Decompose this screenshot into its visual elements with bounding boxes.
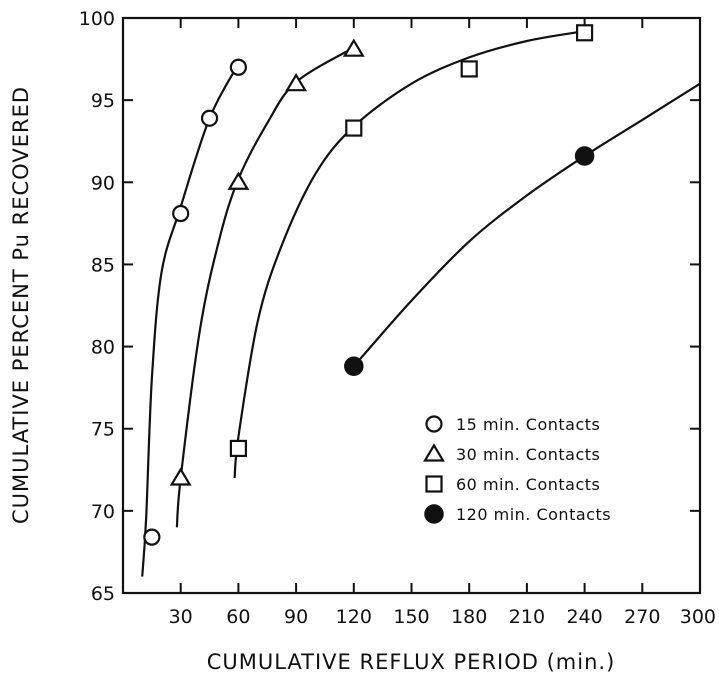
data-point xyxy=(172,204,190,223)
x-tick-label: 30 xyxy=(169,606,193,628)
y-tick-label: 95 xyxy=(91,90,115,112)
x-tick-label: 240 xyxy=(566,606,602,628)
x-axis-title: CUMULATIVE REFLUX PERIOD (min.) xyxy=(207,650,616,674)
data-point xyxy=(169,467,192,486)
plot-frame xyxy=(121,16,702,595)
data-point xyxy=(342,38,365,57)
data-point xyxy=(574,146,595,166)
data-point xyxy=(143,528,161,546)
legend: 15 min. Contacts 30 min. Contacts 60 min. … xyxy=(423,415,611,524)
legend-marker xyxy=(425,415,443,433)
fit-curves xyxy=(141,30,701,577)
legend-marker xyxy=(424,504,444,524)
legend-label: 30 min. Contacts xyxy=(456,445,600,464)
data-point xyxy=(344,356,364,377)
data-point xyxy=(460,60,478,78)
legend-marker xyxy=(425,475,443,493)
legend-label: 60 min. Contacts xyxy=(456,475,600,494)
x-tick-label: 120 xyxy=(336,606,372,628)
y-tick-label: 90 xyxy=(91,172,115,194)
series-curve xyxy=(233,30,585,479)
x-tick-label: 60 xyxy=(226,606,250,628)
y-tick-label: 100 xyxy=(79,8,115,30)
data-point xyxy=(345,119,363,137)
x-tick-label: 270 xyxy=(624,606,660,628)
legend-label: 120 min. Contacts xyxy=(456,505,611,524)
legend-marker xyxy=(423,443,445,462)
series-curve xyxy=(352,82,701,368)
data-point xyxy=(229,439,247,458)
legend-label: 15 min. Contacts xyxy=(456,415,600,434)
x-tick-label: 180 xyxy=(451,606,487,628)
data-point xyxy=(285,72,308,92)
data-markers xyxy=(143,24,595,546)
x-tick-label: 300 xyxy=(680,606,716,628)
y-tick-label: 85 xyxy=(91,254,115,276)
y-tick-label: 70 xyxy=(91,501,115,523)
data-point xyxy=(200,109,219,127)
axis-ticks: 30 60 90 120 150 180 210 240 270 300 65 70 75 80 85 90 9… xyxy=(79,8,716,628)
data-point xyxy=(575,24,594,42)
y-tick-label: 65 xyxy=(91,583,115,605)
series-curve xyxy=(141,63,240,577)
data-point xyxy=(229,58,247,76)
x-tick-label: 210 xyxy=(509,606,545,628)
y-tick-label: 75 xyxy=(91,419,115,441)
x-tick-label: 90 xyxy=(284,606,308,628)
y-tick-label: 80 xyxy=(91,337,115,359)
y-axis-title: CUMULATIVE PERCENT Pu RECOVERED xyxy=(9,86,33,524)
data-point xyxy=(227,171,250,190)
x-tick-label: 150 xyxy=(393,606,429,628)
